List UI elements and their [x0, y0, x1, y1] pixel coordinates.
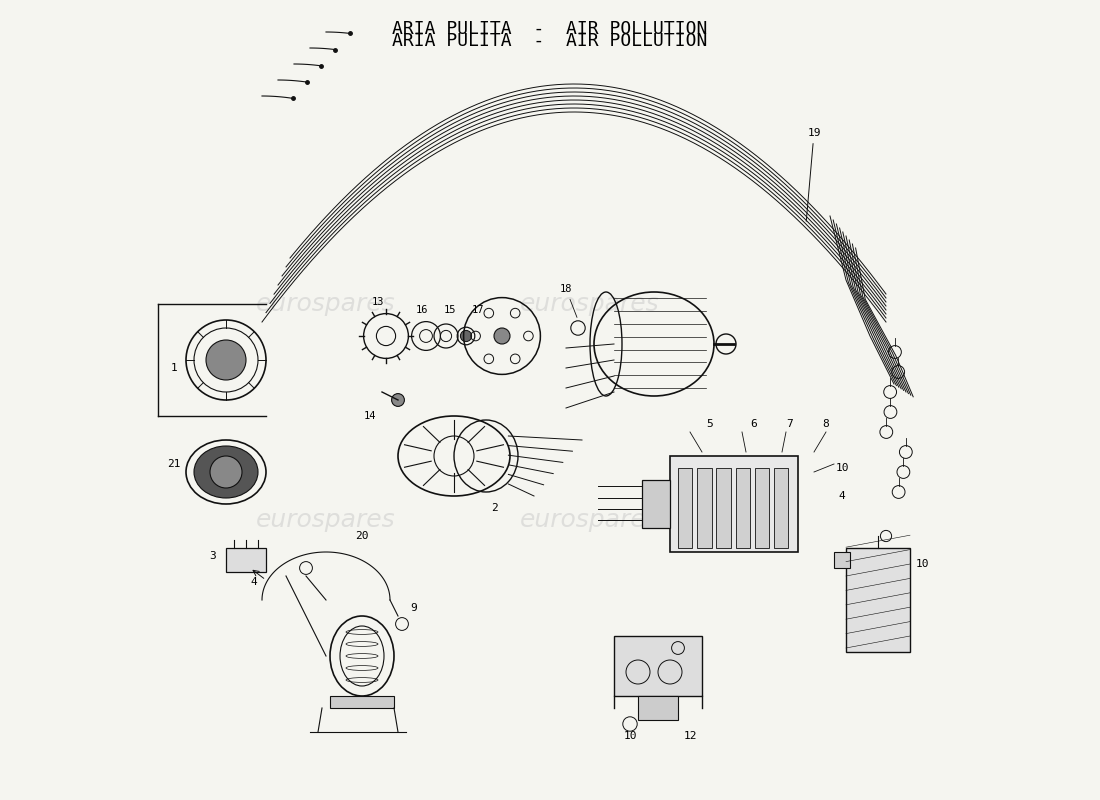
Text: 10: 10	[624, 731, 637, 741]
Circle shape	[392, 394, 405, 406]
Bar	[670, 456, 798, 552]
Text: 20: 20	[355, 531, 368, 541]
Bar	[774, 468, 789, 548]
Text: 19: 19	[806, 128, 821, 222]
Text: 13: 13	[372, 298, 384, 307]
Text: 21: 21	[167, 459, 180, 469]
Bar	[755, 468, 769, 548]
Bar	[226, 548, 266, 572]
Text: eurospares: eurospares	[520, 508, 660, 532]
Text: 10: 10	[835, 463, 849, 473]
Text: 3: 3	[209, 551, 216, 561]
Text: 8: 8	[823, 419, 829, 429]
Circle shape	[461, 330, 472, 342]
Text: 6: 6	[750, 419, 758, 429]
Text: ARIA PULITA  -  AIR POLLUTION: ARIA PULITA - AIR POLLUTION	[393, 32, 707, 50]
Text: 5: 5	[706, 419, 714, 429]
Text: 16: 16	[416, 306, 428, 315]
Bar	[638, 696, 678, 720]
Ellipse shape	[206, 340, 246, 380]
Text: eurospares: eurospares	[256, 292, 396, 316]
Bar	[330, 696, 394, 708]
Text: 15: 15	[443, 306, 456, 315]
Bar	[697, 468, 712, 548]
Text: 4: 4	[838, 491, 846, 501]
Ellipse shape	[210, 456, 242, 488]
Bar	[834, 552, 850, 568]
Text: 2: 2	[491, 503, 497, 513]
Text: 18: 18	[560, 284, 578, 318]
Text: 17: 17	[472, 306, 484, 315]
Bar	[846, 548, 910, 652]
Text: 4: 4	[251, 578, 257, 587]
Text: ARIA PULITA  -  AIR POLLUTION: ARIA PULITA - AIR POLLUTION	[393, 20, 707, 38]
Text: eurospares: eurospares	[256, 508, 396, 532]
Bar	[716, 468, 730, 548]
Bar	[614, 636, 702, 696]
Circle shape	[494, 328, 510, 344]
Bar	[678, 468, 692, 548]
Text: 12: 12	[683, 731, 696, 741]
Text: eurospares: eurospares	[520, 292, 660, 316]
Text: 7: 7	[786, 419, 793, 429]
Ellipse shape	[194, 446, 258, 498]
Bar	[736, 468, 750, 548]
Text: 1: 1	[170, 363, 177, 373]
Bar	[642, 480, 670, 528]
Text: 14: 14	[364, 411, 376, 421]
Text: 9: 9	[410, 603, 417, 613]
Text: 10: 10	[915, 559, 928, 569]
